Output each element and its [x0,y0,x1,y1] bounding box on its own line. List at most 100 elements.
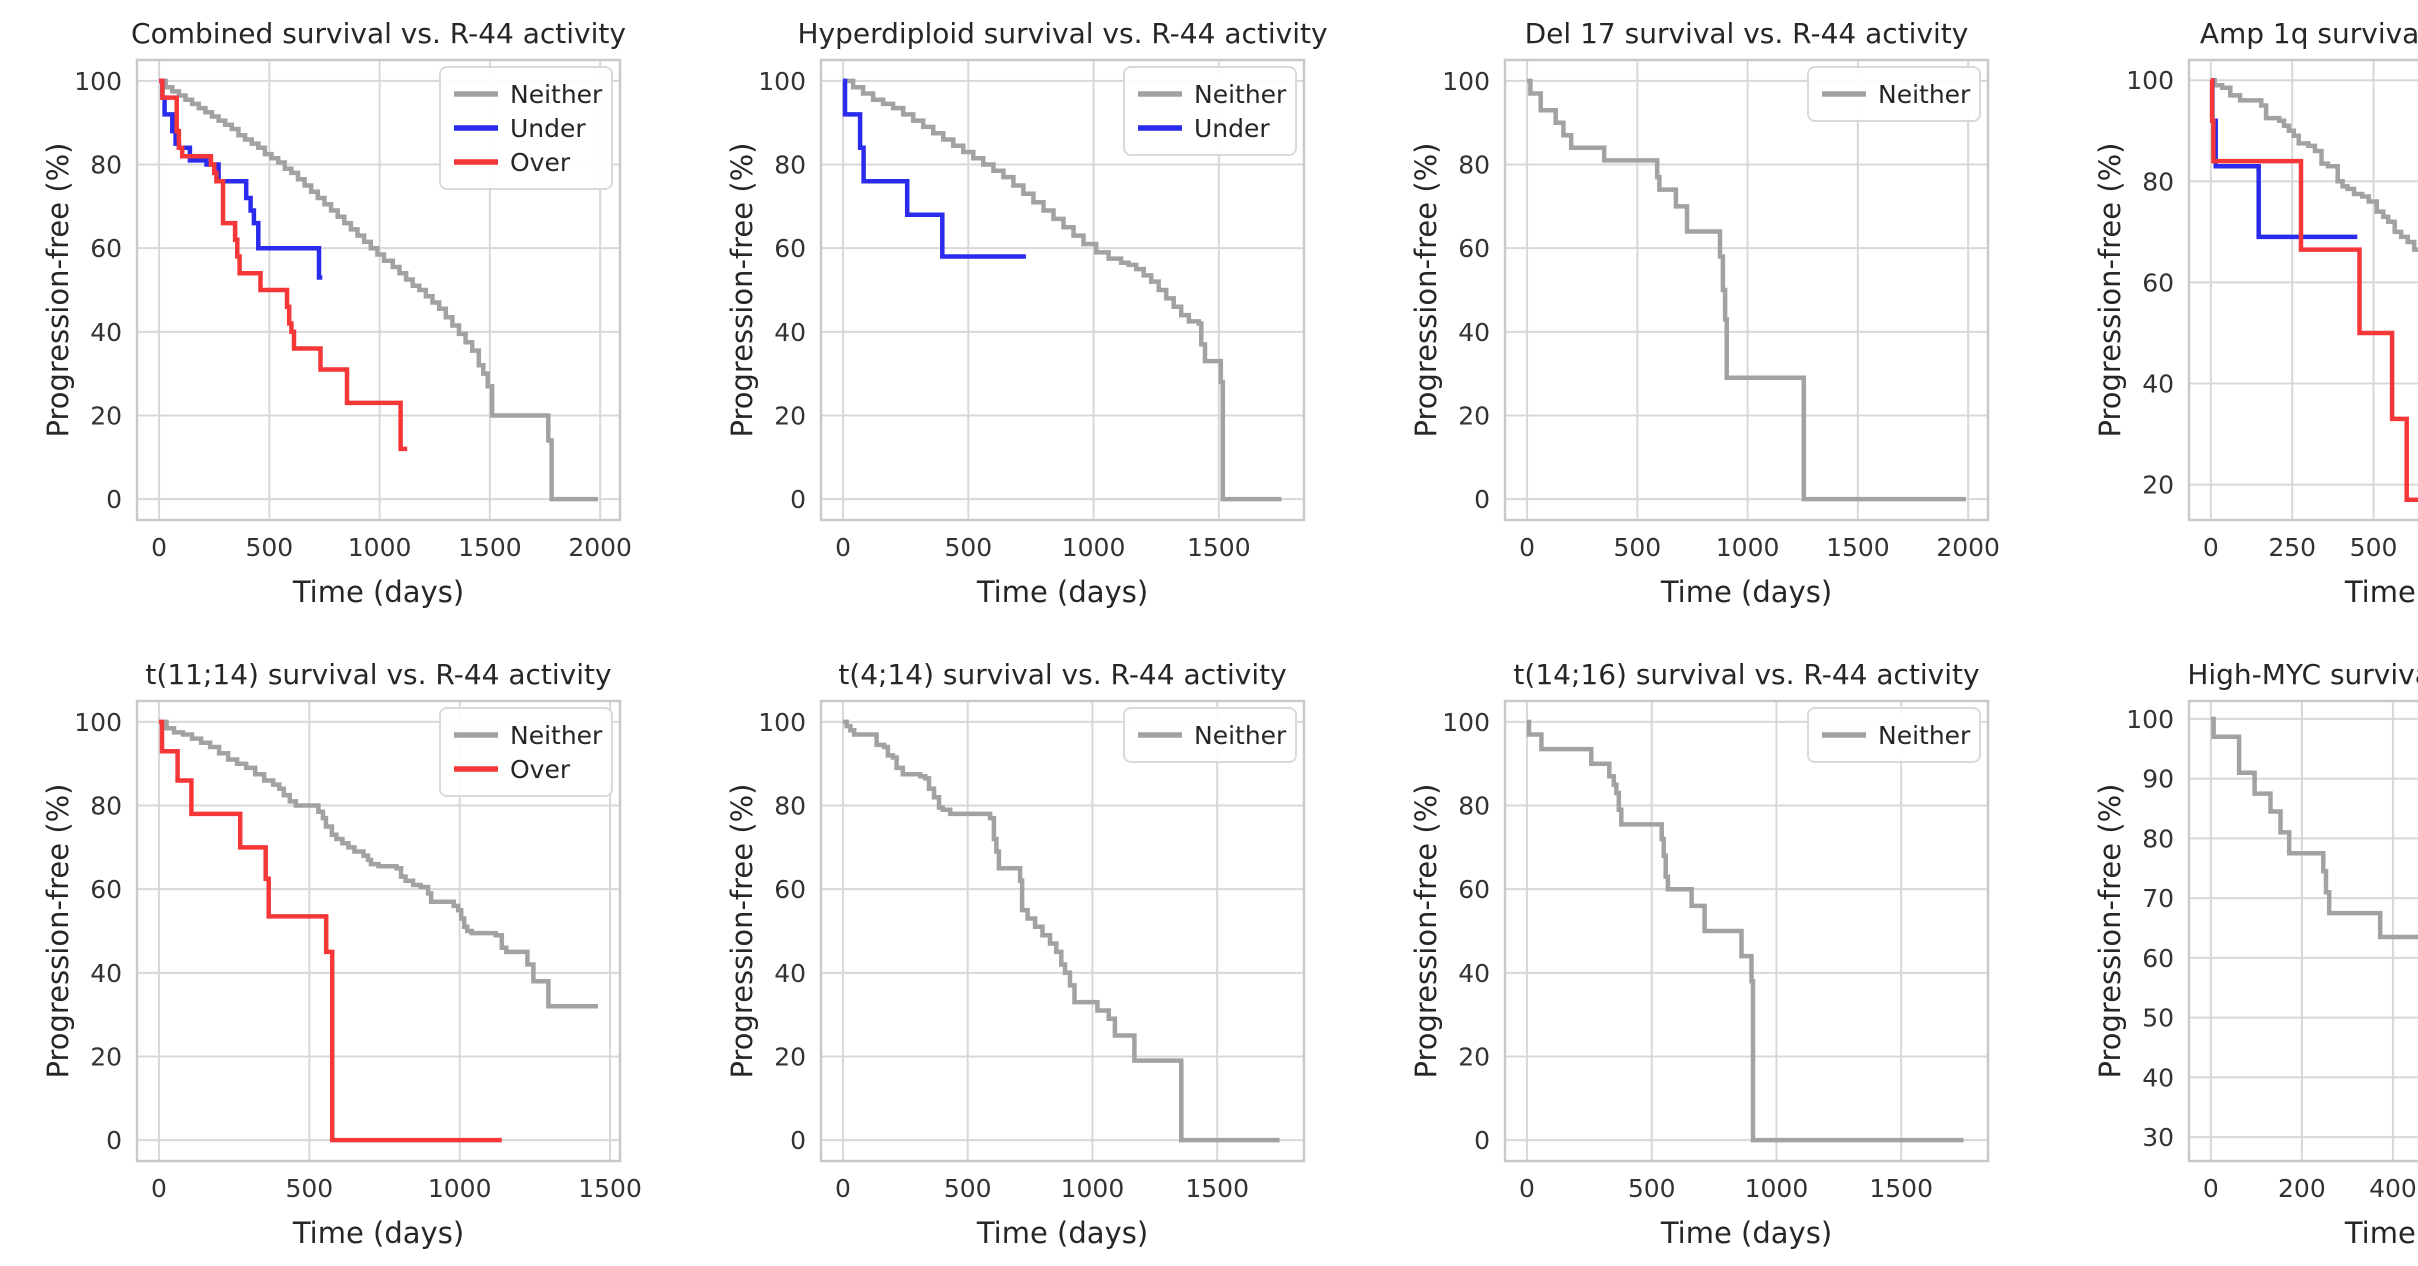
x-tick-label: 400 [2369,1174,2417,1203]
t11-14-chart: 0 500 1000 1500 0 20 40 60 80 100 t(11;14) surviva… [41,658,642,1250]
y-axis-label: Progression-free (%) [1409,143,1443,438]
x-tick-label: 1500 [1826,533,1890,562]
y-tick-label: 0 [790,1126,806,1155]
legend-box [1807,66,1981,122]
x-tick-label: 500 [1613,533,1661,562]
x-axis-label: Time (days) [2344,1216,2418,1250]
y-axis-label: Progression-free (%) [2093,784,2127,1079]
legend-label-neither: Neither [1194,80,1287,109]
legend-label-over: Over [510,755,571,784]
legend-box [439,66,613,190]
y-tick-label: 40 [90,959,122,988]
x-tick-label: 2000 [1936,533,2000,562]
x-tick-label: 1000 [1061,1174,1125,1203]
y-tick-label: 20 [90,401,122,430]
x-tick-label: 500 [285,1174,333,1203]
x-axis-label: Time (days) [2344,575,2418,609]
x-tick-label: 0 [1519,533,1535,562]
y-tick-label: 60 [1458,234,1490,263]
x-tick-label: 200 [2278,1174,2326,1203]
t4-14-chart: 0 500 1000 1500 0 20 40 60 80 100 t(4;14) survival… [725,658,1306,1250]
axes-frame [135,58,622,522]
x-tick-label: 2000 [568,533,632,562]
series-over-line [159,78,408,452]
y-tick-label: 80 [90,151,122,180]
y-tick-label: 100 [758,67,806,96]
y-tick-label: 100 [74,708,122,737]
axes-frame [1503,58,1990,522]
y-tick-label: 60 [2142,944,2174,973]
chart-title: t(14;16) survival vs. R-44 activity [1513,658,1979,691]
combined-chart: 0 500 1000 1500 2000 0 20 40 60 80 100 Combined sur… [41,17,632,609]
x-axis-label: Time (days) [1660,575,1832,609]
chart-title: High-MYC survival vs. R-44 activity [2187,658,2418,691]
legend-box [1807,707,1981,763]
subplot-del17: 0 500 1000 1500 2000 0 20 40 60 80 100 Del 17 survi… [1408,16,2012,625]
y-tick-label: 20 [90,1042,122,1071]
y-tick-label: 50 [2142,1004,2174,1033]
chart-title: Hyperdiploid survival vs. R-44 activity [797,17,1327,50]
y-tick-label: 60 [90,234,122,263]
y-tick-label: 40 [774,959,806,988]
y-tick-label: 80 [1458,792,1490,821]
y-tick-label: 100 [1442,708,1490,737]
series-neither-line [1526,719,1964,1143]
x-tick-label: 0 [151,1174,167,1203]
y-tick-label: 80 [774,151,806,180]
series-neither-line [843,78,1282,502]
x-tick-label: 250 [2268,533,2316,562]
y-tick-label: 40 [2142,370,2174,399]
y-axis-label: Progression-free (%) [725,784,759,1079]
chart-title: Del 17 survival vs. R-44 activity [1525,17,1969,50]
axes-frame [819,699,1306,1163]
y-tick-label: 80 [1458,151,1490,180]
y-tick-label: 80 [774,792,806,821]
legend-box [439,707,613,797]
y-tick-label: 60 [1458,875,1490,904]
chart-title: Amp 1q survival vs. R-44 activity [2200,17,2418,50]
series-neither-line [159,719,598,1009]
series-neither-line [1527,78,1966,502]
x-axis-label: Time (days) [976,575,1148,609]
y-tick-label: 20 [1458,1042,1490,1071]
legend-label-neither: Neither [1878,80,1971,109]
series-neither-line [2210,716,2418,940]
high-myc-chart: 0200400600800100030405060708090100High-M… [2093,658,2418,1250]
y-tick-label: 40 [90,318,122,347]
x-tick-label: 0 [2203,533,2219,562]
y-tick-label: 60 [774,875,806,904]
subplot-t14-16: 0 500 1000 1500 0 20 40 60 80 100 t(14;16) surviva… [1408,657,2012,1266]
axes-frame [1503,699,1990,1163]
x-axis-label: Time (days) [292,575,464,609]
axes-frame [2187,699,2418,1163]
axes-frame [819,58,1306,522]
x-tick-label: 0 [1519,1174,1535,1203]
y-axis-label: Progression-free (%) [1409,784,1443,1079]
x-tick-label: 500 [245,533,293,562]
x-tick-label: 0 [835,533,851,562]
y-tick-label: 20 [2142,471,2174,500]
y-tick-label: 100 [2126,705,2174,734]
x-axis-label: Time (days) [976,1216,1148,1250]
y-tick-label: 80 [2142,167,2174,196]
y-tick-label: 70 [2142,884,2174,913]
x-tick-label: 1500 [578,1174,642,1203]
legend-label-neither: Neither [1194,721,1287,750]
y-tick-label: 0 [106,1126,122,1155]
x-tick-label: 1000 [1716,533,1780,562]
y-axis-label: Progression-free (%) [2093,143,2127,438]
x-tick-label: 1000 [1062,533,1126,562]
subplot-t11-14: 0 500 1000 1500 0 20 40 60 80 100 t(11;14) surviva… [40,657,644,1266]
y-axis-label: Progression-free (%) [725,143,759,438]
y-tick-label: 0 [1474,1126,1490,1155]
legend-box [1123,707,1297,763]
series-under-line [159,78,323,280]
axes-frame [2187,58,2418,522]
axes-frame [135,699,622,1163]
y-axis-label: Progression-free (%) [41,143,75,438]
y-tick-label: 60 [90,875,122,904]
legend-label-over: Over [510,148,571,177]
legend-label-neither: Neither [510,80,603,109]
x-tick-label: 1000 [348,533,412,562]
x-tick-label: 1500 [458,533,522,562]
